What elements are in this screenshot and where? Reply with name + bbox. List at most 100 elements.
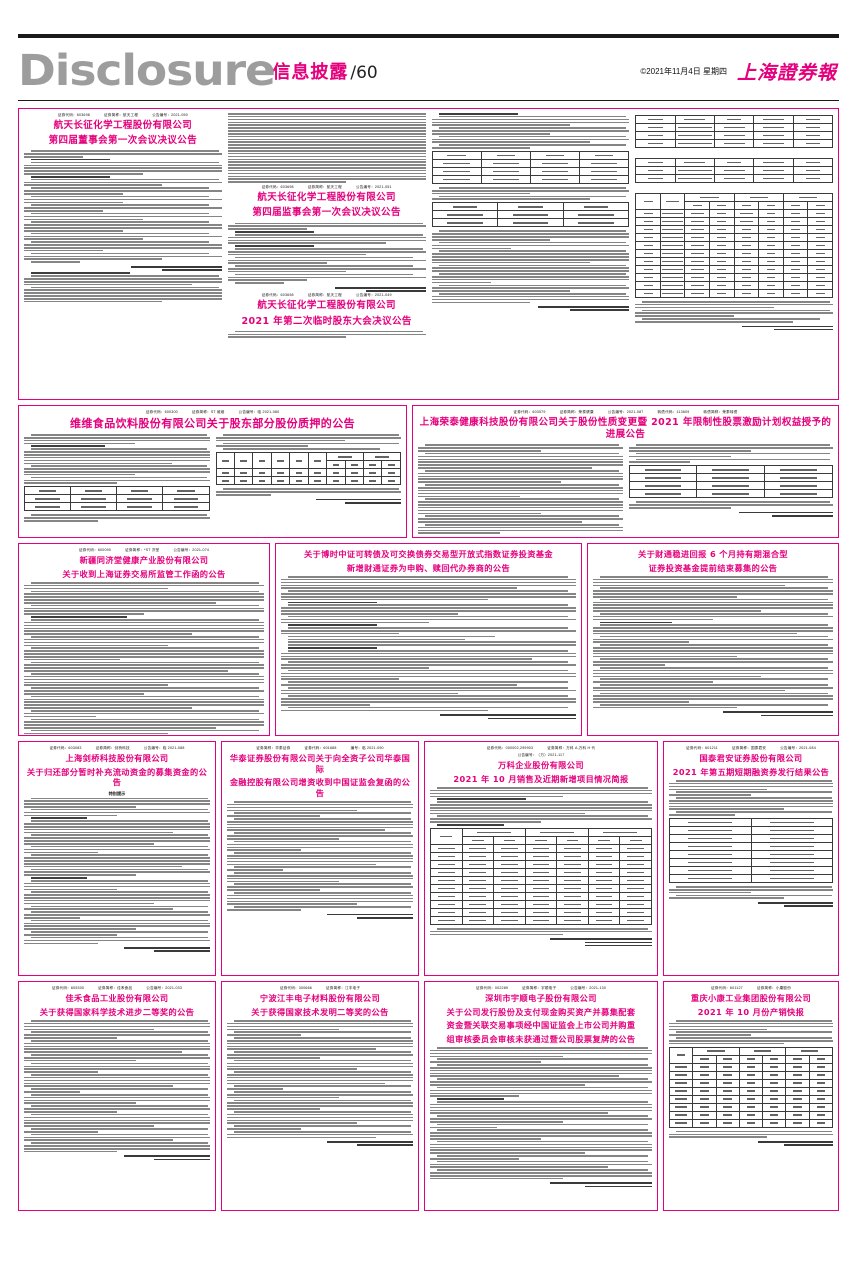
a5-signature <box>629 511 833 517</box>
a1-table-caption-1 <box>635 151 833 156</box>
a14-title-line-2: 关于获得国家技术发明二等奖的公告 <box>251 1006 389 1017</box>
article-a8[interactable]: 关于财通稳进回报 6 个月持有期混合型 证券投资基金提前结束募集的公告 <box>587 543 839 736</box>
article-a15[interactable]: 证券代码：002289 证券简称：宇顺电子 公告编号：2021-130 深圳市宇… <box>424 981 658 1211</box>
article-block-1[interactable]: 证券代码：603698 证券简称：航天工程 公告编号：2021-050 航天长征… <box>18 108 839 400</box>
a11-code-line: 证券代码：000002,299903 证券简称：万科 A,万科 H 代 <box>430 746 652 751</box>
article-a12[interactable]: 证券代码：601211 证券简称：国泰君安 公告编号：2021-084 国泰君安… <box>663 741 839 976</box>
a11-lead <box>430 787 652 826</box>
a12-code-line: 证券代码：601211 证券简称：国泰君安 公告编号：2021-084 <box>669 746 833 751</box>
a3-security-code: 证券代码：603698 <box>261 293 294 298</box>
article-a14[interactable]: 证券代码：300666 证券简称：江丰电子 宁波江丰电子材料股份有限公司 关于获… <box>221 981 419 1211</box>
a13-title-line-2: 关于获得国家科学技术进步二等奖的公告 <box>39 1006 195 1017</box>
a15-title-line-3: 资金暨关联交易事项经中国证监会上市公司并购重 <box>446 1020 636 1030</box>
a12-title-line-1: 国泰君安证券股份有限公司 <box>699 753 803 763</box>
a1-vote-detail-table <box>635 193 834 298</box>
a6-title-line-1: 新疆同济堂健康产业股份有限公司 <box>79 555 209 565</box>
a2-security-name: 证券简称：航天工程 <box>307 185 342 190</box>
a13-security-code: 证券代码：605300 <box>51 986 85 990</box>
a15-title-line-2: 关于公司发行股份及支付现金购买资产并募集配套 <box>446 1006 636 1017</box>
a3-title-line-1: 航天长征化学工程股份有限公司 <box>257 300 396 312</box>
article-a7[interactable]: 关于博时中证可转债及可交换债券交易型开放式指数证券投资基金 新增财通证券为申购、… <box>275 543 582 736</box>
a5-grant-table <box>628 465 834 499</box>
a10-signature <box>227 913 413 919</box>
a11-footnote <box>430 927 652 936</box>
a5-code-line: 证券代码：603579 证券简称：荣泰健康 公告编号：2021-087 转债代码… <box>418 410 833 415</box>
a5-bond-name: 转债简称：荣泰转债 <box>703 410 738 414</box>
article-a4[interactable]: 证券代码：600300 证券简称：ST 维维 公告编号：临 2021-080 维… <box>18 405 407 538</box>
a14-security-code: 证券代码：300666 <box>279 986 312 990</box>
a2-title-line-2: 第四届监事会第一次会议决议公告 <box>252 207 401 219</box>
a14-security-name: 证券简称：江丰电子 <box>326 986 361 990</box>
a12-body <box>669 780 833 816</box>
a10-title-line-1: 华泰证券股份有限公司关于向全资子公司华泰国际 <box>229 753 411 774</box>
a7-title-line-2: 新增财通证券为申购、赎回代办券商的公告 <box>346 562 511 573</box>
a13-signature <box>24 1155 210 1161</box>
a3-vote-table <box>431 151 630 185</box>
a5-body-left <box>418 444 623 536</box>
a15-security-code: 证券代码：002289 <box>475 986 509 990</box>
a3-notice-no: 公告编号：2021-049 <box>355 293 392 298</box>
a16-security-name: 证券简称：小康股份 <box>756 986 792 990</box>
a4-security-name: 证券简称：ST 维维 <box>191 410 225 414</box>
article-a11[interactable]: 证券代码：000002,299903 证券简称：万科 A,万科 H 代 公告编号… <box>424 741 658 976</box>
masthead-section-cn: 信息披露 <box>272 62 349 83</box>
article-a16[interactable]: 证券代码：601127 证券简称：小康股份 重庆小康工业集团股份有限公司 202… <box>663 981 839 1211</box>
a1-security-name: 证券简称：航天工程 <box>104 113 139 117</box>
article-a6[interactable]: 证券代码：600090 证券简称：*ST 济堂 公告编号：2021-074 新疆… <box>18 543 270 736</box>
article-a13[interactable]: 证券代码：605300 证券简称：佳禾食品 公告编号：2021-033 佳禾食品… <box>18 981 216 1211</box>
article-grid: 证券代码：603698 证券简称：航天工程 公告编号：2021-050 航天长征… <box>18 108 839 1211</box>
a1-appendix <box>24 272 222 303</box>
article-a2[interactable]: 证券代码：603698 证券简称：航天工程 公告编号：2021-051 航天长征… <box>227 113 426 340</box>
a9-security-name: 证券简称：剑桥科技 <box>95 746 130 750</box>
a10-security-name: 证券简称：华泰证券 <box>256 746 291 750</box>
a13-code-line: 证券代码：605300 证券简称：佳禾食品 公告编号：2021-033 <box>24 986 210 991</box>
a11-security-name: 证券简称：万科 A,万科 H 代 <box>547 746 596 750</box>
article-a3[interactable]: 证券代码：603698 证券简称：航天工程 公告编号：2021-049 航天长征… <box>227 293 426 339</box>
a5-notice-no: 公告编号：2021-087 <box>607 410 644 414</box>
article-a9[interactable]: 证券代码：603083 证券简称：剑桥科技 公告编号：临 2021-088 上海… <box>18 741 216 976</box>
a14-body <box>227 1020 413 1139</box>
a11-title-line-2: 2021 年 10 月销售及近期新增项目情况简报 <box>453 773 629 784</box>
a3-continued[interactable] <box>431 113 630 313</box>
a5-bond-code: 转债代码：113609 <box>657 410 690 414</box>
a16-footnote <box>669 1130 833 1139</box>
a9-notice-no: 公告编号：临 2021-088 <box>143 746 185 750</box>
a8-signature <box>593 711 833 717</box>
a16-title-line-2: 2021 年 10 月份产销快报 <box>697 1006 805 1017</box>
a12-notice-no: 公告编号：2021-084 <box>780 746 816 750</box>
a15-notice-no: 公告编号：2021-130 <box>570 986 607 990</box>
a11-notice-line: 公告编号：〈万〉2021-117 <box>430 753 652 758</box>
a1-notice-no: 公告编号：2021-050 <box>152 113 188 117</box>
a8-title-line-2: 证券投资基金提前结束募集的公告 <box>648 562 778 573</box>
a1-tables-column[interactable] <box>635 113 834 332</box>
a10-notice-no: 编号：临 2021-090 <box>350 746 384 750</box>
a15-title-line-1: 深圳市宇顺电子股份有限公司 <box>485 993 597 1003</box>
article-a10[interactable]: 证券简称：华泰证券 证券代码：601688 编号：临 2021-090 华泰证券… <box>221 741 419 976</box>
article-a5[interactable]: 证券代码：603579 证券简称：荣泰健康 公告编号：2021-087 转债代码… <box>412 405 839 538</box>
a14-code-line: 证券代码：300666 证券简称：江丰电子 <box>227 986 413 991</box>
a11-sales-table <box>430 827 653 925</box>
a10-security-code: 证券代码：601688 <box>304 746 337 750</box>
a4-security-code: 证券代码：600300 <box>145 410 178 414</box>
a4-code-line: 证券代码：600300 证券简称：ST 维维 公告编号：临 2021-080 <box>24 410 401 415</box>
a5-security-name: 证券简称：荣泰健康 <box>559 410 594 414</box>
a13-notice-no: 公告编号：2021-033 <box>146 986 183 990</box>
a1-body <box>24 150 222 263</box>
article-row-1: 证券代码：603698 证券简称：航天工程 公告编号：2021-050 航天长征… <box>18 108 839 400</box>
article-row-3: 证券代码：600090 证券简称：*ST 济堂 公告编号：2021-074 新疆… <box>18 543 839 736</box>
a7-signature <box>281 714 576 720</box>
a3-title-line-2: 2021 年第二次临时股东大会决议公告 <box>241 315 412 327</box>
a13-body <box>24 1020 210 1153</box>
a6-body <box>24 582 264 735</box>
a15-security-name: 证券简称：宇顺电子 <box>522 986 557 990</box>
a15-title-line-4: 组审核委员会审核未获通过暨公司股票复牌的公告 <box>446 1033 636 1044</box>
a16-title-line-1: 重庆小康工业集团股份有限公司 <box>690 993 812 1003</box>
a5-security-code: 证券代码：603579 <box>513 410 546 414</box>
a6-security-code: 证券代码：600090 <box>78 548 112 552</box>
a9-sub-head: 特别提示 <box>108 790 126 796</box>
a12-security-code: 证券代码：601211 <box>686 746 718 750</box>
masthead-section: 信息披露 /60 <box>272 58 377 84</box>
article-a1[interactable]: 证券代码：603698 证券简称：航天工程 公告编号：2021-050 航天长征… <box>24 113 222 305</box>
a8-body <box>593 576 833 709</box>
a4-notice-no: 公告编号：临 2021-080 <box>238 410 280 414</box>
